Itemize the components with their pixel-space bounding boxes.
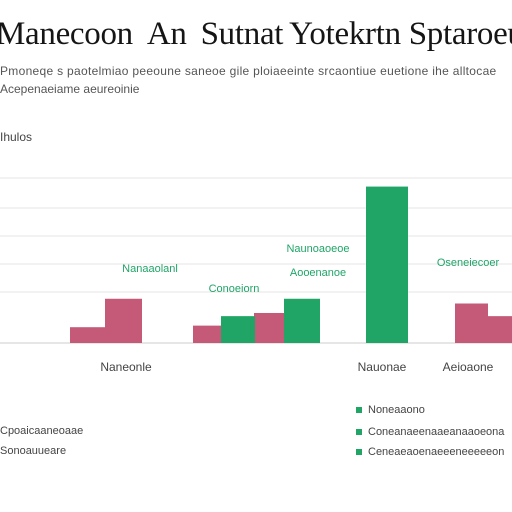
legend-left-item-label: Cpoaicaaneoaae <box>0 425 84 437</box>
legend-swatch-icon <box>356 449 362 456</box>
chart-title: Manecoon An Sutnat Yotekrtn Sptaroeu <box>0 14 512 54</box>
section-label: Ihulos <box>0 130 33 144</box>
chart-bar <box>487 316 512 343</box>
bar-annotation-label: Aooenanoe <box>290 267 346 279</box>
chart-title-part-3: Sutnat <box>200 16 284 52</box>
legend-swatch-icon <box>356 407 362 414</box>
legend-left-item: Cpoaicaaneoaae <box>0 425 83 437</box>
category-tick-label: Aeioaone <box>443 360 494 374</box>
legend-right-item-label: Noneaaono <box>368 404 425 416</box>
chart-title-part-2: An <box>146 16 187 52</box>
legend-swatch-icon <box>356 429 362 436</box>
legend-right-item: Noneaaono <box>356 404 425 416</box>
category-tick-label: Naneonle <box>100 360 152 374</box>
chart-bar <box>105 298 142 343</box>
chart-subtitle-line-2: Acepenaeiame aeureoinie <box>0 82 140 96</box>
legend-right-item-label: Ceneaeaoenaeeeneeeeeon <box>368 446 505 458</box>
chart-bar <box>193 325 221 343</box>
legend-right-item: Coneanaeenaaeanaaoeona <box>356 426 504 438</box>
bar-annotation-label: Naunoaoeoe <box>286 243 349 255</box>
chart-bar <box>221 316 255 343</box>
bar-annotation-label: Conoeiorn <box>209 283 260 295</box>
chart-bar <box>254 312 284 343</box>
legend-right-item: Ceneaeaoenaeeeneeeeeon <box>356 446 504 458</box>
legend-left-item: Sonoauueare <box>0 445 66 457</box>
bar-annotation-label: Oseneiecoer <box>437 257 500 269</box>
chart-bar <box>70 327 106 343</box>
chart-bar <box>284 298 320 343</box>
legend-right-item-label: Coneanaeenaaeanaaoeona <box>368 426 505 438</box>
bar-annotation-label: Nanaaolanl <box>122 263 178 275</box>
chart-subtitle-line-1: Pmoneqe s paotelmiao peeoune saneoe gile… <box>0 64 497 78</box>
category-tick-label: Nauonae <box>358 360 407 374</box>
chart-bar <box>366 186 408 343</box>
chart-bar <box>455 303 488 343</box>
legend-left-item-label: Sonoauueare <box>0 445 67 457</box>
chart-title-part-4: Yotekrtn Sptaroeu <box>289 16 512 52</box>
chart-title-part-1: Manecoon <box>0 16 133 52</box>
